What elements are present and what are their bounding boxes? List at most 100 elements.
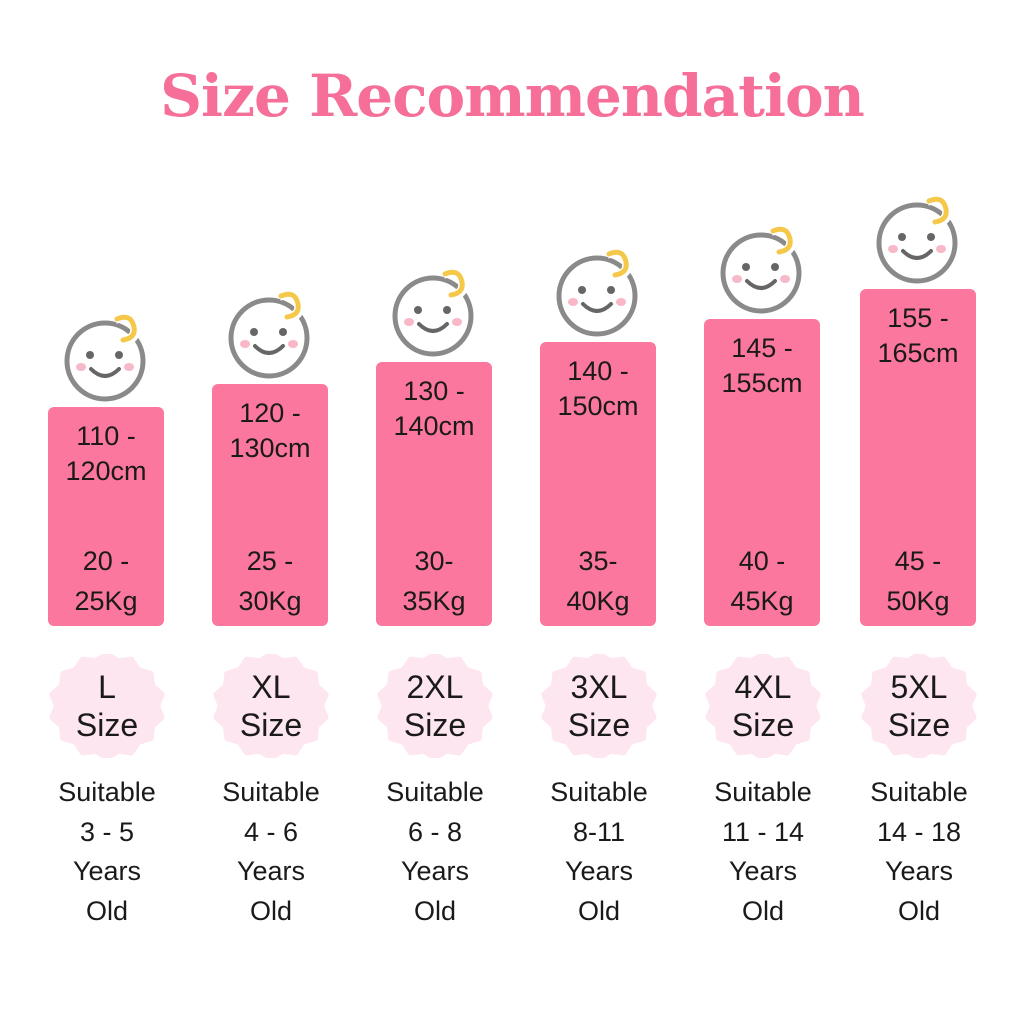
size-word: Size [75, 707, 139, 743]
size-label: 2XL Size [376, 668, 494, 744]
baby-face-icon [869, 189, 969, 285]
size-bar: 145 - 155cm 40 - 45Kg [704, 319, 820, 626]
age-suitability: Suitable 6 - 8 Years Old [366, 773, 504, 931]
size-bar: 155 - 165cm 45 - 50Kg [860, 289, 976, 626]
height-range: 110 - 120cm [48, 419, 164, 489]
weight-range-line: 40Kg [566, 586, 630, 616]
size-badge: 3XL Size [540, 654, 658, 758]
height-range: 145 - 155cm [704, 331, 820, 401]
size-word: Size [239, 707, 303, 743]
age-line: Years [564, 856, 634, 886]
baby-face-icon [713, 219, 813, 315]
weight-range: 35- 40Kg [540, 544, 656, 616]
baby-face-icon [385, 262, 485, 358]
size-column: 145 - 155cm 40 - 45Kg 4XL Size Suitable 11 - 14… [704, 0, 822, 1024]
size-word: Size [403, 707, 467, 743]
size-bar: 140 - 150cm 35- 40Kg [540, 342, 656, 626]
baby-face-icon [57, 307, 157, 403]
age-line: Old [85, 895, 129, 926]
weight-range: 20 - 25Kg [48, 544, 164, 616]
age-suitability: Suitable 4 - 6 Years Old [202, 773, 340, 931]
height-range-line: 120 - [239, 398, 301, 428]
age-line: Years [400, 856, 470, 886]
weight-range-line: 25Kg [74, 586, 138, 616]
height-range: 120 - 130cm [212, 396, 328, 466]
weight-range-line: 35- [578, 546, 618, 576]
age-suitability: Suitable 11 - 14 Years Old [694, 773, 832, 931]
height-range: 155 - 165cm [860, 301, 976, 371]
size-badge: XL Size [212, 654, 330, 758]
size-label: L Size [48, 668, 166, 744]
height-range-line: 155 - [887, 303, 949, 333]
size-label: 5XL Size [860, 668, 978, 744]
age-line: Old [897, 895, 941, 926]
height-range: 140 - 150cm [540, 354, 656, 424]
size-label: 4XL Size [704, 668, 822, 744]
size-column: 130 - 140cm 30- 35Kg 2XL Size Suitable 6 - 8 Yea… [376, 0, 494, 1024]
age-line: Suitable [58, 777, 156, 807]
age-line: Old [413, 895, 457, 926]
size-code: 4XL [734, 669, 792, 705]
size-bar: 110 - 120cm 20 - 25Kg [48, 407, 164, 626]
size-label: XL Size [212, 668, 330, 744]
weight-range: 45 - 50Kg [860, 544, 976, 616]
size-code: 3XL [570, 669, 628, 705]
age-line: 14 - 18 [876, 816, 962, 847]
age-line: 3 - 5 [79, 816, 135, 847]
size-badge: L Size [48, 654, 166, 758]
age-suitability: Suitable 3 - 5 Years Old [38, 773, 176, 931]
size-column: 140 - 150cm 35- 40Kg 3XL Size Suitable 8-11 Year… [540, 0, 658, 1024]
height-range-line: 120cm [65, 456, 147, 486]
age-line: Old [249, 895, 293, 926]
age-line: Years [72, 856, 142, 886]
weight-range-line: 45Kg [730, 586, 794, 616]
age-line: Suitable [714, 777, 812, 807]
baby-face-icon [549, 242, 649, 338]
size-code: L [98, 669, 116, 705]
weight-range: 40 - 45Kg [704, 544, 820, 616]
age-line: Old [577, 895, 621, 926]
size-code: 5XL [890, 669, 948, 705]
height-range-line: 145 - [731, 333, 793, 363]
size-code: XL [251, 669, 291, 705]
size-badge: 4XL Size [704, 654, 822, 758]
age-suitability: Suitable 14 - 18 Years Old [850, 773, 988, 931]
age-line: 8-11 [572, 816, 626, 847]
size-column: 110 - 120cm 20 - 25Kg L Size Suitable 3 - 5 Year… [48, 0, 166, 1024]
age-line: Suitable [870, 777, 968, 807]
height-range-line: 140 - [567, 356, 629, 386]
weight-range-line: 25 - [246, 546, 294, 576]
weight-range-line: 30- [414, 546, 454, 576]
weight-range-line: 20 - [82, 546, 130, 576]
height-range-line: 165cm [877, 338, 959, 368]
weight-range-line: 50Kg [886, 586, 950, 616]
height-range-line: 130 - [403, 376, 465, 406]
size-bar: 130 - 140cm 30- 35Kg [376, 362, 492, 626]
height-range-line: 130cm [229, 433, 311, 463]
baby-face-icon [221, 284, 321, 380]
age-line: Years [236, 856, 306, 886]
size-code: 2XL [406, 669, 464, 705]
size-badge: 5XL Size [860, 654, 978, 758]
weight-range: 30- 35Kg [376, 544, 492, 616]
age-suitability: Suitable 8-11 Years Old [530, 773, 668, 931]
weight-range-line: 40 - [738, 546, 786, 576]
size-column: 155 - 165cm 45 - 50Kg 5XL Size Suitable 14 - 18… [860, 0, 978, 1024]
age-line: Suitable [386, 777, 484, 807]
height-range-line: 140cm [393, 411, 475, 441]
height-range-line: 110 - [76, 421, 136, 451]
height-range-line: 155cm [721, 368, 803, 398]
age-line: 6 - 8 [407, 816, 463, 847]
age-line: Years [728, 856, 798, 886]
age-line: Old [741, 895, 785, 926]
weight-range: 25 - 30Kg [212, 544, 328, 616]
height-range: 130 - 140cm [376, 374, 492, 444]
size-badge: 2XL Size [376, 654, 494, 758]
age-line: 4 - 6 [243, 816, 299, 847]
weight-range-line: 45 - [894, 546, 942, 576]
page-title: Size Recommendation [160, 62, 865, 130]
weight-range-line: 35Kg [402, 586, 466, 616]
size-bar: 120 - 130cm 25 - 30Kg [212, 384, 328, 626]
size-column: 120 - 130cm 25 - 30Kg XL Size Suitable 4 - 6 Yea… [212, 0, 330, 1024]
height-range-line: 150cm [557, 391, 639, 421]
